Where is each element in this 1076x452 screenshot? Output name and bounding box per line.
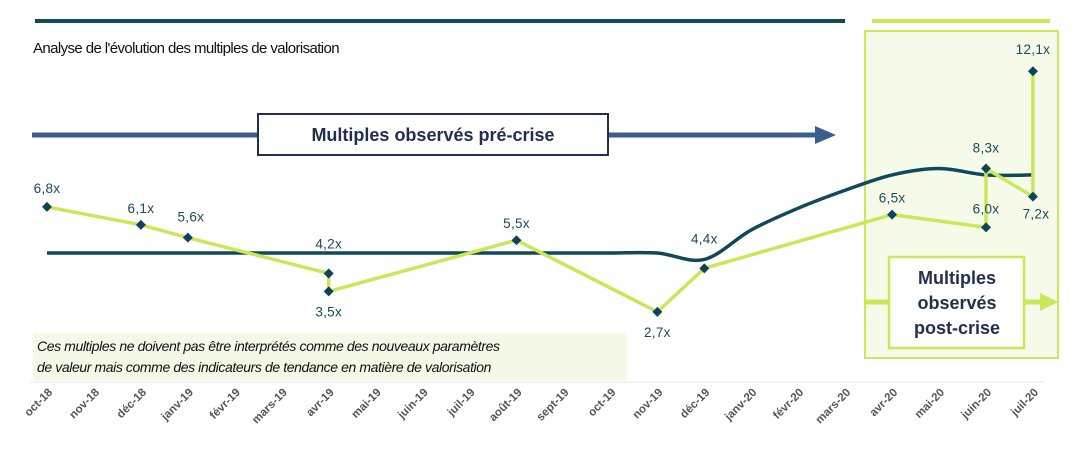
x-tick-label: mai-19 xyxy=(350,387,384,421)
data-point-marker xyxy=(699,263,710,274)
data-label: 6,0x xyxy=(973,201,1000,216)
x-tick-label: juil-19 xyxy=(445,387,478,420)
x-tick-label: févr-19 xyxy=(208,387,243,422)
pre-crisis-box xyxy=(257,113,609,156)
data-label: 3,5x xyxy=(315,304,342,319)
pre-crisis-label: Multiples observés pré-crise xyxy=(311,125,554,145)
x-tick-label: avr-20 xyxy=(868,387,900,419)
data-label: 6,5x xyxy=(879,191,906,206)
x-tick-label: janv-20 xyxy=(722,387,759,424)
x-tick-label: janv-19 xyxy=(159,387,196,424)
post-crisis-label-3: post-crise xyxy=(914,318,1000,338)
data-point-marker xyxy=(511,235,522,246)
x-tick-label: févr-20 xyxy=(771,387,806,422)
x-tick-label: avr-19 xyxy=(304,387,336,419)
data-label: 5,5x xyxy=(503,216,530,231)
data-point-marker xyxy=(981,163,991,174)
data-point-marker xyxy=(323,268,334,279)
data-point-marker xyxy=(1027,191,1038,202)
x-tick-label: août-19 xyxy=(487,387,524,424)
note-line-1: Ces multiples ne doivent pas être interp… xyxy=(37,338,500,354)
note-box xyxy=(33,333,627,380)
post-crisis-label-2: observés xyxy=(917,293,996,313)
data-point-marker xyxy=(135,219,146,230)
data-point-marker xyxy=(42,201,52,212)
data-label: 8,3x xyxy=(973,141,1000,156)
x-tick-label: juin-19 xyxy=(395,387,430,422)
x-tick-label: nov-18 xyxy=(67,386,102,421)
x-tick-label: déc-19 xyxy=(678,387,712,421)
data-point-marker xyxy=(182,232,193,243)
x-tick-label: mars-20 xyxy=(814,387,854,427)
data-label: 4,4x xyxy=(691,231,718,246)
data-label: 5,6x xyxy=(177,210,204,225)
x-tick-label: juin-20 xyxy=(959,387,994,422)
data-label: 6,1x xyxy=(128,201,155,216)
data-label: 7,2x xyxy=(1023,207,1050,222)
note-line-2: de valeur mais comme des indicateurs de … xyxy=(37,359,492,375)
x-tick-label: sept-19 xyxy=(535,387,572,424)
data-point-marker xyxy=(1027,66,1038,77)
data-label: 4,2x xyxy=(315,236,342,251)
data-point-marker xyxy=(981,222,991,233)
data-label: 12,1x xyxy=(1016,42,1051,57)
x-tick-label: mai-20 xyxy=(913,387,947,421)
post-crisis-box xyxy=(887,255,1026,350)
x-tick-label: déc-18 xyxy=(115,386,150,421)
post-crisis-label-1: Multiples xyxy=(918,268,996,288)
data-label: 6,8x xyxy=(34,181,61,196)
pre-crisis-arrow-head xyxy=(815,126,836,144)
data-point-marker xyxy=(887,209,898,220)
x-tick-label: oct-19 xyxy=(586,387,618,419)
x-tick-label: juil-20 xyxy=(1008,387,1041,420)
data-label: 2,7x xyxy=(644,325,671,340)
data-point-marker xyxy=(323,286,334,297)
x-tick-label: mars-19 xyxy=(250,387,290,427)
x-tick-label: oct-18 xyxy=(23,386,56,419)
data-point-marker xyxy=(652,306,663,317)
chart-title: Analyse de l'évolution des multiples de … xyxy=(33,40,339,57)
x-tick-label: nov-19 xyxy=(631,387,666,422)
post-crisis-arrow-head xyxy=(1040,293,1058,311)
